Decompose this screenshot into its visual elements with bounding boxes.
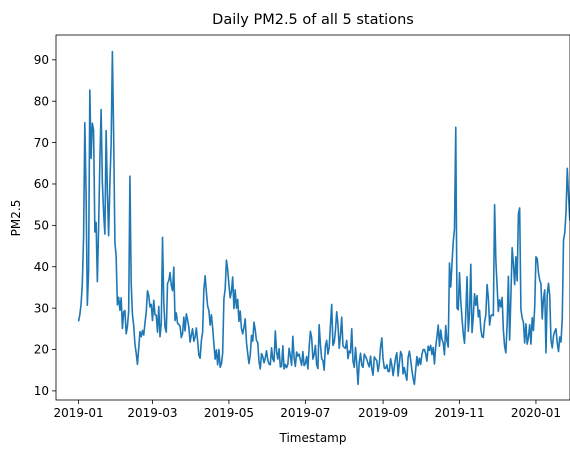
y-tick-label: 60 [34, 177, 49, 191]
x-tick-label: 2019-03 [127, 406, 177, 420]
x-tick-label: 2019-07 [280, 406, 330, 420]
y-tick-label: 80 [34, 94, 49, 108]
chart-title: Daily PM2.5 of all 5 stations [212, 12, 414, 28]
series-line-0 [77, 50, 570, 386]
x-tick-label: 2019-01 [53, 406, 103, 420]
x-axis: 2019-01 2019-03 2019-05 2019-07 2019-09 2019-… [53, 400, 561, 420]
x-tick-label: 2020-01 [511, 406, 561, 420]
y-tick-label: 40 [34, 260, 49, 274]
y-tick-label: 70 [34, 136, 49, 150]
x-axis-label: Timestamp [279, 431, 347, 445]
plot-area [77, 50, 570, 386]
plot-frame [55, 34, 570, 401]
x-tick-label: 2019-05 [204, 406, 254, 420]
y-axis: 10 20 30 40 50 60 70 80 90 [34, 53, 56, 398]
x-tick-label: 2019-11 [434, 406, 484, 420]
y-tick-label: 30 [34, 301, 49, 315]
x-tick-label: 2019-09 [358, 406, 408, 420]
y-tick-label: 20 [34, 343, 49, 357]
y-tick-label: 90 [34, 53, 49, 67]
y-axis-label: PM2.5 [9, 200, 23, 237]
y-tick-label: 10 [34, 384, 49, 398]
y-tick-label: 50 [34, 219, 49, 233]
